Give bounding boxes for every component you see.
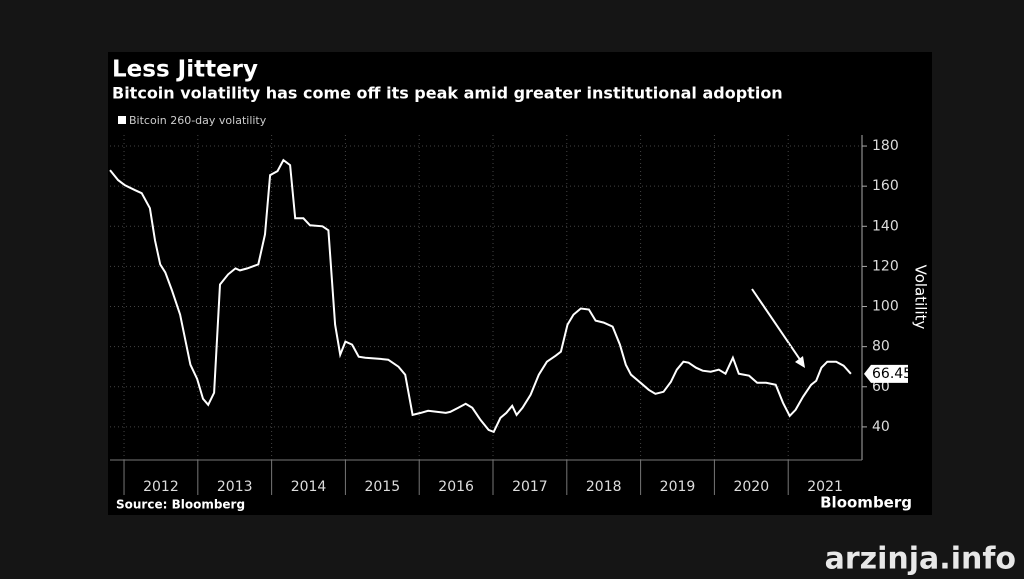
y-tick-label: 80	[872, 339, 890, 355]
x-tick-label: 2015	[364, 479, 400, 495]
y-tick-label: 100	[872, 299, 899, 315]
y-tick-label: 120	[872, 258, 899, 274]
y-tick-label: 180	[872, 138, 899, 154]
x-tick-label: 2016	[438, 479, 474, 495]
x-tick-label: 2012	[143, 479, 179, 495]
annotation-arrow	[751, 288, 804, 365]
watermark: arzinja.info	[825, 542, 1016, 577]
x-tick-label: 2014	[291, 479, 327, 495]
y-tick-label: 140	[872, 218, 899, 234]
brand: Bloomberg	[820, 494, 912, 512]
data-line	[109, 158, 852, 434]
y-tick-label: 40	[872, 419, 890, 435]
x-tick-label: 2013	[217, 479, 253, 495]
x-tick-label: 2021	[807, 479, 843, 495]
y-axis-label: Volatility	[912, 265, 930, 330]
last-value-box	[864, 364, 908, 383]
legend-swatch	[118, 116, 126, 124]
legend-label: Bitcoin 260-day volatility	[129, 114, 267, 127]
annotation-arrowhead	[795, 356, 805, 368]
x-tick-label: 2019	[660, 479, 696, 495]
x-tick-label: 2017	[512, 479, 548, 495]
x-tick-label: 2020	[733, 479, 769, 495]
panel	[108, 52, 932, 515]
chart-title: Less Jittery	[112, 57, 258, 83]
source: Source: Bloomberg	[116, 498, 245, 512]
x-tick-label: 2018	[586, 479, 622, 495]
chart-subtitle: Bitcoin volatility has come off its peak…	[112, 84, 783, 103]
y-tick-label: 160	[872, 178, 899, 194]
last-value-label: 66.45	[872, 366, 912, 382]
